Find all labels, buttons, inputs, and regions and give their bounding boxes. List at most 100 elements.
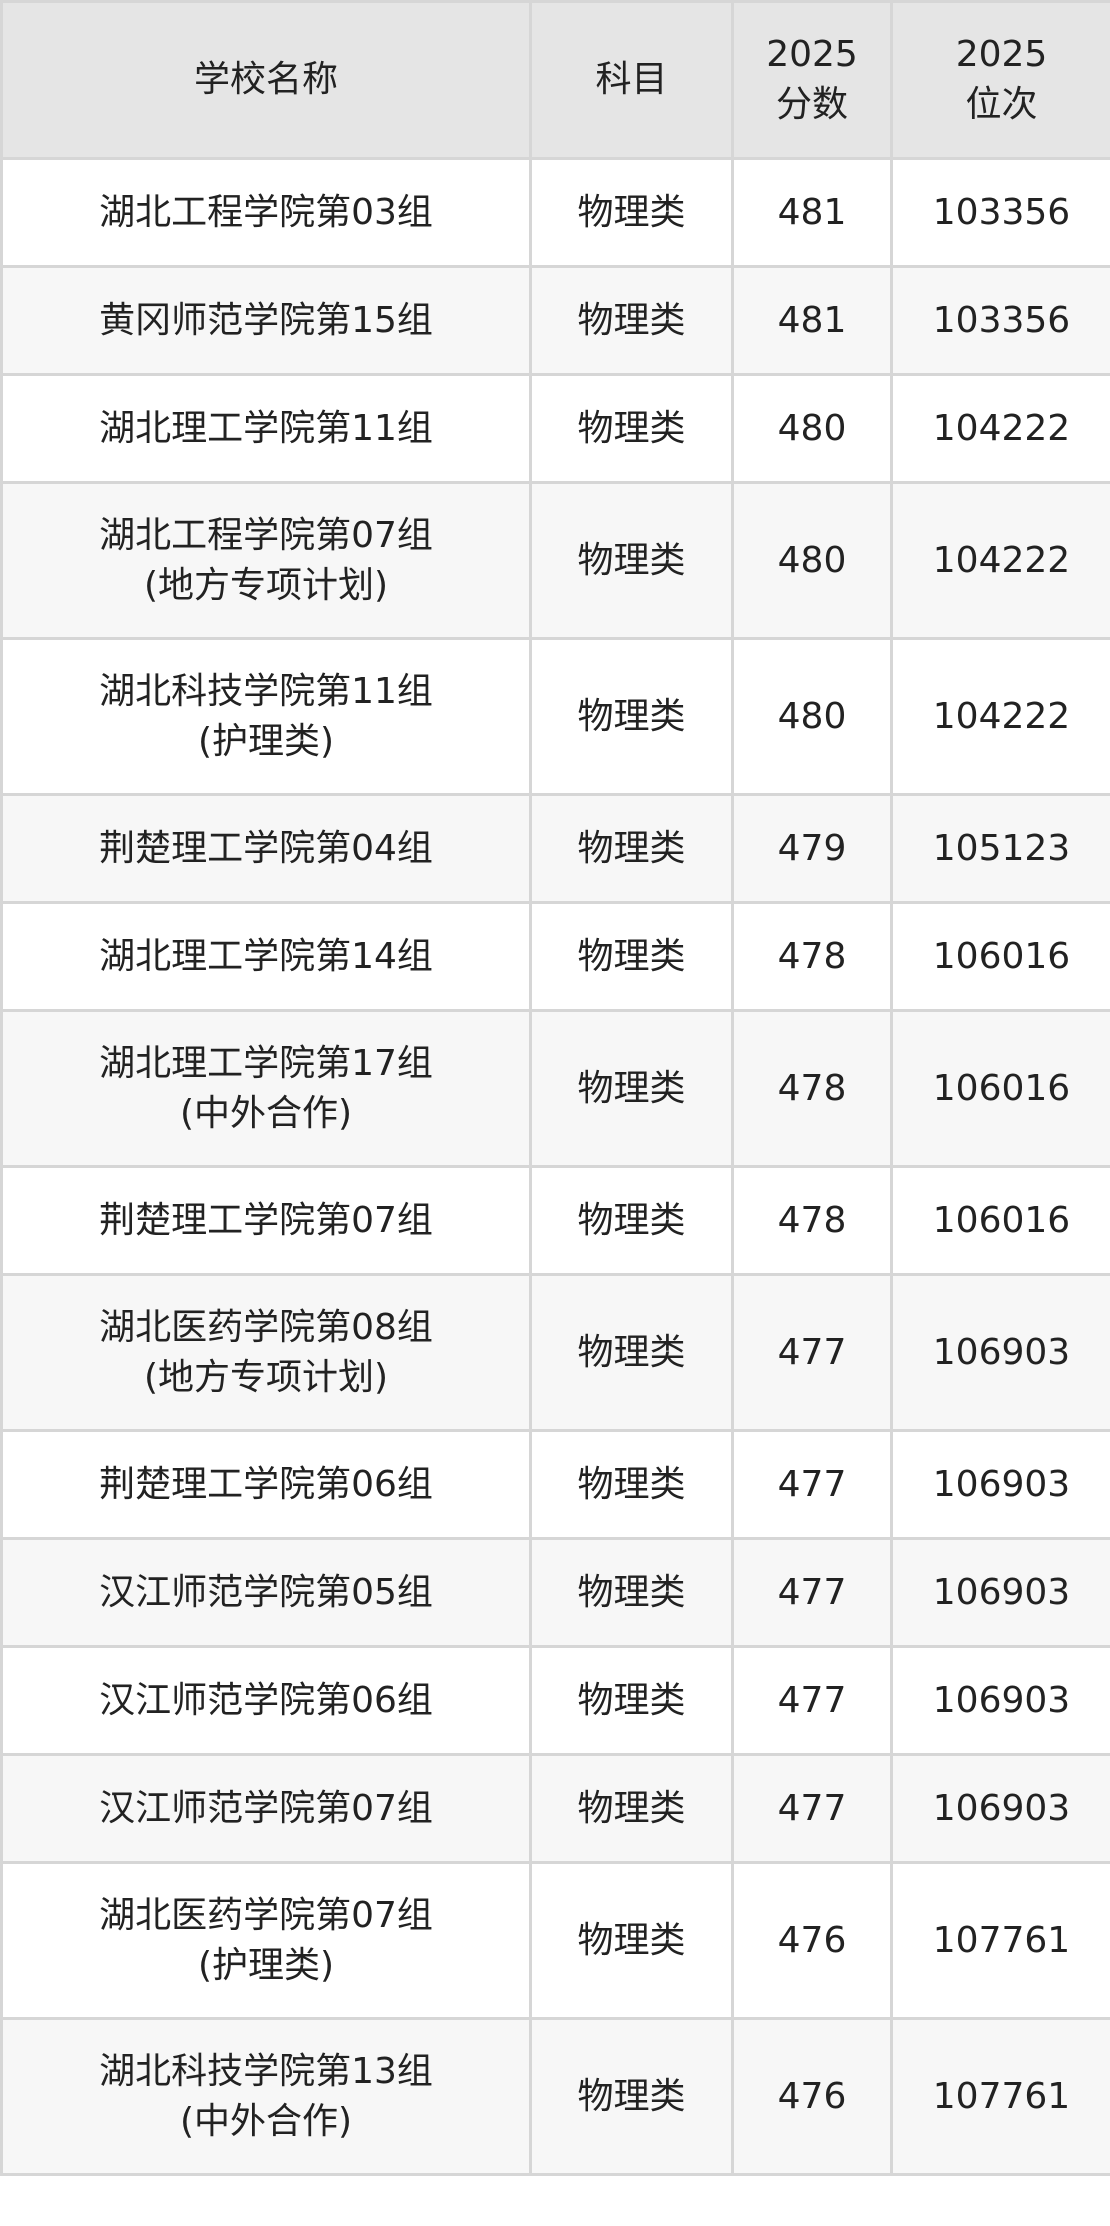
score-cell: 480 — [731, 637, 893, 796]
header-score-label: 分数 — [775, 84, 848, 125]
subject-cell: 物理类 — [529, 1009, 734, 1168]
subject-cell: 物理类 — [529, 1753, 734, 1864]
school-name: 湖北工程学院第07组 — [99, 514, 433, 556]
school-name: 黄冈师范学院第15组 — [99, 299, 433, 341]
header-score: 2025 分数 — [731, 0, 893, 160]
table-row: 汉江师范学院第06组 物理类 477 106903 — [0, 1645, 1110, 1756]
header-school: 学校名称 — [0, 0, 532, 160]
table-row: 湖北工程学院第03组 物理类 481 103356 — [0, 157, 1110, 268]
subject-cell: 物理类 — [529, 1645, 734, 1756]
subject-cell: 物理类 — [529, 265, 734, 376]
school-cell: 湖北科技学院第13组 (中外合作) — [0, 2017, 532, 2176]
school-cell: 湖北理工学院第17组 (中外合作) — [0, 1009, 532, 1168]
school-note: (地方专项计划) — [143, 564, 389, 606]
score-cell: 480 — [731, 481, 893, 640]
school-cell: 湖北科技学院第11组 (护理类) — [0, 637, 532, 796]
table-row: 黄冈师范学院第15组 物理类 481 103356 — [0, 265, 1110, 376]
subject-cell: 物理类 — [529, 481, 734, 640]
score-cell: 477 — [731, 1537, 893, 1648]
score-cell: 478 — [731, 901, 893, 1012]
school-name: 湖北科技学院第11组 — [99, 670, 433, 712]
header-subject: 科目 — [529, 0, 734, 160]
score-cell: 481 — [731, 265, 893, 376]
school-name: 湖北理工学院第14组 — [99, 935, 433, 977]
rank-cell: 106016 — [890, 901, 1110, 1012]
school-note: (地方专项计划) — [143, 1356, 389, 1398]
table-row: 湖北理工学院第11组 物理类 480 104222 — [0, 373, 1110, 484]
score-cell: 478 — [731, 1165, 893, 1276]
header-row: 学校名称 科目 2025 分数 2025 位次 — [0, 0, 1110, 160]
subject-cell: 物理类 — [529, 1165, 734, 1276]
admission-scores-table: 学校名称 科目 2025 分数 2025 位次 湖北工程学院第03组 物理类 481 10… — [0, 0, 1110, 2176]
school-cell: 湖北工程学院第07组 (地方专项计划) — [0, 481, 532, 640]
school-name: 湖北科技学院第13组 — [99, 2050, 433, 2092]
school-note: (中外合作) — [179, 1092, 353, 1134]
score-cell: 476 — [731, 1861, 893, 2020]
score-cell: 477 — [731, 1753, 893, 1864]
score-cell: 477 — [731, 1273, 893, 1432]
school-cell: 荆楚理工学院第06组 — [0, 1429, 532, 1540]
school-name: 湖北医药学院第08组 — [99, 1306, 433, 1348]
school-cell: 汉江师范学院第07组 — [0, 1753, 532, 1864]
header-rank-year: 2025 — [955, 34, 1048, 75]
rank-cell: 103356 — [890, 157, 1110, 268]
score-cell: 477 — [731, 1645, 893, 1756]
rank-cell: 106903 — [890, 1753, 1110, 1864]
rank-cell: 103356 — [890, 265, 1110, 376]
school-name: 汉江师范学院第07组 — [99, 1787, 433, 1829]
rank-cell: 106016 — [890, 1009, 1110, 1168]
score-cell: 479 — [731, 793, 893, 904]
school-name: 汉江师范学院第06组 — [99, 1679, 433, 1721]
subject-cell: 物理类 — [529, 1429, 734, 1540]
header-rank: 2025 位次 — [890, 0, 1110, 160]
rank-cell: 106903 — [890, 1645, 1110, 1756]
table-row: 湖北理工学院第14组 物理类 478 106016 — [0, 901, 1110, 1012]
header-rank-label: 位次 — [965, 84, 1038, 125]
rank-cell: 106903 — [890, 1429, 1110, 1540]
school-cell: 湖北理工学院第11组 — [0, 373, 532, 484]
subject-cell: 物理类 — [529, 2017, 734, 2176]
subject-cell: 物理类 — [529, 793, 734, 904]
school-name: 荆楚理工学院第06组 — [99, 1463, 433, 1505]
score-cell: 476 — [731, 2017, 893, 2176]
rank-cell: 106903 — [890, 1537, 1110, 1648]
table-row: 荆楚理工学院第07组 物理类 478 106016 — [0, 1165, 1110, 1276]
rank-cell: 106903 — [890, 1273, 1110, 1432]
rank-cell: 105123 — [890, 793, 1110, 904]
score-cell: 480 — [731, 373, 893, 484]
school-cell: 湖北工程学院第03组 — [0, 157, 532, 268]
school-cell: 荆楚理工学院第04组 — [0, 793, 532, 904]
school-name: 汉江师范学院第05组 — [99, 1571, 433, 1613]
score-cell: 481 — [731, 157, 893, 268]
subject-cell: 物理类 — [529, 157, 734, 268]
school-cell: 湖北医药学院第07组 (护理类) — [0, 1861, 532, 2020]
school-note: (中外合作) — [179, 2100, 353, 2142]
score-cell: 478 — [731, 1009, 893, 1168]
score-cell: 477 — [731, 1429, 893, 1540]
school-cell: 荆楚理工学院第07组 — [0, 1165, 532, 1276]
school-name: 湖北理工学院第17组 — [99, 1042, 433, 1084]
table-row: 荆楚理工学院第04组 物理类 479 105123 — [0, 793, 1110, 904]
table-row: 湖北医药学院第08组 (地方专项计划) 物理类 477 106903 — [0, 1273, 1110, 1432]
rank-cell: 104222 — [890, 637, 1110, 796]
rank-cell: 107761 — [890, 2017, 1110, 2176]
school-cell: 黄冈师范学院第15组 — [0, 265, 532, 376]
rank-cell: 107761 — [890, 1861, 1110, 2020]
school-name: 湖北医药学院第07组 — [99, 1894, 433, 1936]
subject-cell: 物理类 — [529, 637, 734, 796]
school-cell: 汉江师范学院第06组 — [0, 1645, 532, 1756]
subject-cell: 物理类 — [529, 373, 734, 484]
table-row: 汉江师范学院第07组 物理类 477 106903 — [0, 1753, 1110, 1864]
table-row: 汉江师范学院第05组 物理类 477 106903 — [0, 1537, 1110, 1648]
school-name: 荆楚理工学院第07组 — [99, 1199, 433, 1241]
subject-cell: 物理类 — [529, 1537, 734, 1648]
table-row: 湖北理工学院第17组 (中外合作) 物理类 478 106016 — [0, 1009, 1110, 1168]
table-row: 湖北科技学院第11组 (护理类) 物理类 480 104222 — [0, 637, 1110, 796]
rank-cell: 104222 — [890, 373, 1110, 484]
rank-cell: 106016 — [890, 1165, 1110, 1276]
school-name: 湖北工程学院第03组 — [99, 191, 433, 233]
table-row: 湖北工程学院第07组 (地方专项计划) 物理类 480 104222 — [0, 481, 1110, 640]
header-score-year: 2025 — [766, 34, 858, 75]
school-name: 湖北理工学院第11组 — [99, 407, 433, 449]
table-row: 湖北科技学院第13组 (中外合作) 物理类 476 107761 — [0, 2017, 1110, 2176]
